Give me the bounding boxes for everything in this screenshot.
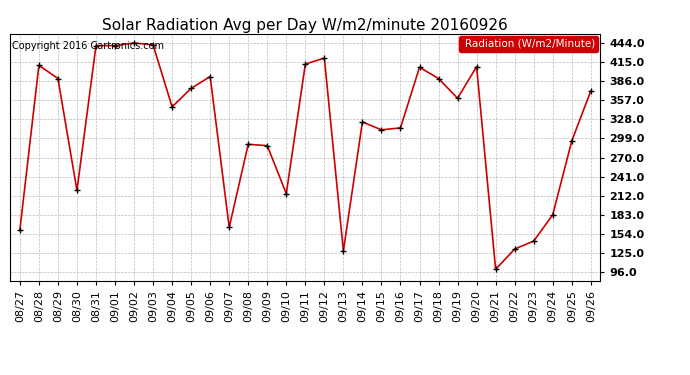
Title: Solar Radiation Avg per Day W/m2/minute 20160926: Solar Radiation Avg per Day W/m2/minute … xyxy=(102,18,509,33)
Legend: Radiation (W/m2/Minute): Radiation (W/m2/Minute) xyxy=(459,36,598,52)
Text: Copyright 2016 Cartronics.com: Copyright 2016 Cartronics.com xyxy=(12,41,164,51)
